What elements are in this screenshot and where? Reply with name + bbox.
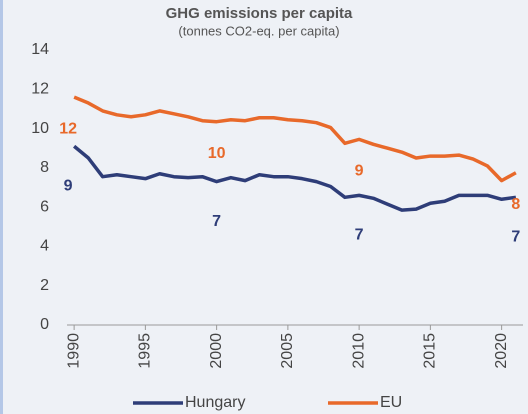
chart-title: GHG emissions per capita (166, 5, 353, 22)
data-label: 7 (511, 229, 520, 246)
data-label: 12 (59, 120, 77, 137)
data-label: 9 (355, 163, 364, 180)
x-tick-label: 2010 (350, 333, 367, 369)
x-tick-label: 2000 (208, 333, 225, 369)
x-tick-label: 1990 (65, 333, 82, 369)
legend-label: EU (380, 394, 402, 411)
data-label: 8 (511, 196, 520, 213)
y-tick-label: 14 (31, 41, 49, 58)
y-tick-label: 0 (40, 316, 49, 333)
x-tick-label: 2015 (422, 333, 439, 369)
data-label: 7 (355, 227, 364, 244)
x-tick-label: 2020 (493, 333, 510, 369)
y-tick-label: 6 (40, 198, 49, 215)
chart: GHG emissions per capita (tonnes CO2-eq.… (31, 5, 523, 411)
x-tick-label: 1995 (137, 333, 154, 369)
y-tick-label: 4 (40, 238, 49, 255)
y-tick-label: 2 (40, 277, 49, 294)
legend-label: Hungary (185, 394, 245, 411)
chart-subtitle: (tonnes CO2-eq. per capita) (178, 23, 339, 38)
series-line (73, 95, 517, 183)
y-tick-label: 10 (31, 120, 49, 137)
data-label: 9 (64, 177, 73, 194)
x-tick-label: 2005 (279, 333, 296, 369)
y-tick-label: 12 (31, 81, 49, 98)
series-line (73, 144, 517, 212)
y-tick-label: 8 (40, 159, 49, 176)
data-label: 10 (208, 145, 226, 162)
data-label: 7 (212, 213, 221, 230)
